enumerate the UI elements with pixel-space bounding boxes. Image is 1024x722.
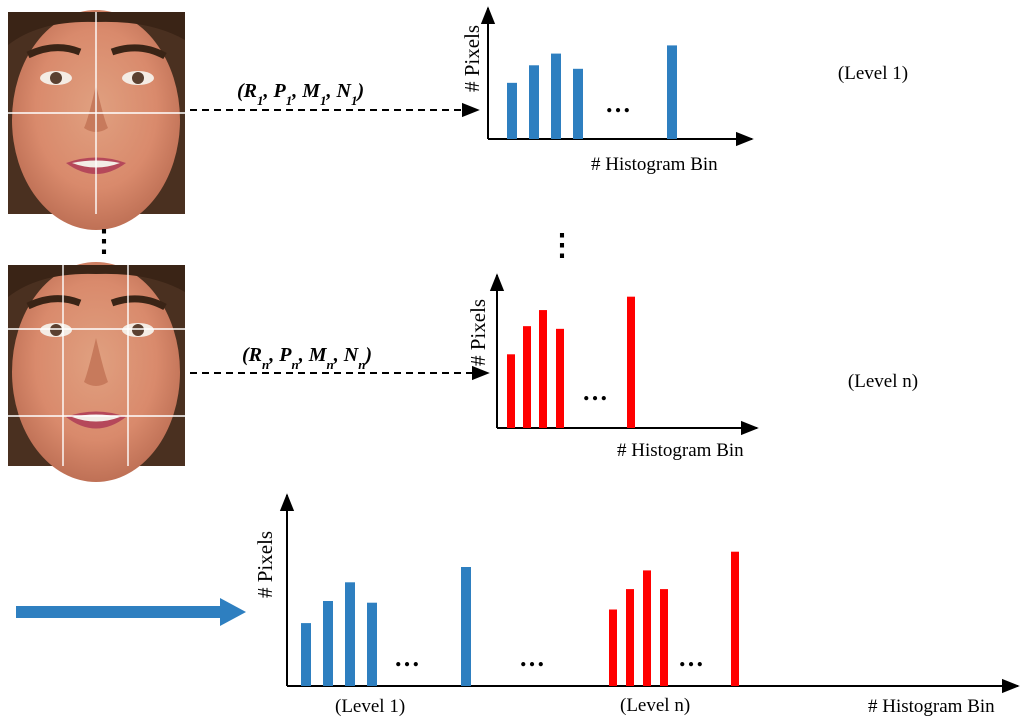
vertical-dots-left: ⋮ [89,225,119,258]
blue-bar-3 [345,582,355,686]
bar-group [301,551,739,686]
red-bar-1 [609,609,617,686]
x-axis-label: # Histogram Bin [868,696,995,717]
ellipsis-red: … [678,643,704,672]
red-bar-2 [626,589,634,686]
red-bar-4 [660,589,668,686]
ellipsis-blue: … [394,643,420,672]
ellipsis: … [582,377,608,406]
blue-bar-1 [301,623,311,686]
level-label-1: (Level 1) [838,63,908,84]
blue-bar-4 [367,602,377,686]
group-label-level-1: (Level 1) [335,696,405,717]
bar-5 [667,45,677,139]
histogram-chart-level-1: # Pixels # Histogram Bin … [460,6,754,175]
bar-3 [539,310,547,428]
bar-group [507,296,635,428]
tuple-label-level-n: (Rn, Pn, Mn, Nn) [242,344,372,372]
bar-group [507,45,677,140]
tuple-label-level-1: (R1, P1, M1, N1) [237,80,364,108]
blue-bar-2 [323,601,333,686]
blue-bar-5 [461,567,471,686]
red-bar-3 [643,570,651,686]
bar-2 [523,326,531,428]
thick-arrow [16,598,246,626]
histogram-chart-level-n: # Pixels # Histogram Bin … [466,273,759,461]
red-bar-5 [731,551,739,686]
bar-1 [507,354,515,428]
bar-4 [573,68,583,139]
bar-2 [529,65,539,139]
face-image-level-1 [8,10,185,230]
y-axis-label: # Pixels [466,299,490,366]
ellipsis: … [605,89,631,118]
bar-4 [556,328,564,428]
x-axis-label: # Histogram Bin [591,154,718,175]
bar-5 [627,296,635,428]
bar-3 [551,53,561,140]
combined-histogram-chart: # Pixels # Histogram Bin (Level 1) (Leve… [253,493,1020,717]
group-label-level-n: (Level n) [620,695,690,716]
vertical-dots-right: ⋮ [547,229,577,262]
level-label-n: (Level n) [848,371,918,392]
x-axis-label: # Histogram Bin [617,440,744,461]
y-axis-label: # Pixels [253,531,277,598]
ellipsis-middle: … [519,643,545,672]
face-image-level-n [8,262,185,482]
y-axis-label: # Pixels [460,25,484,92]
bar-1 [507,82,517,139]
